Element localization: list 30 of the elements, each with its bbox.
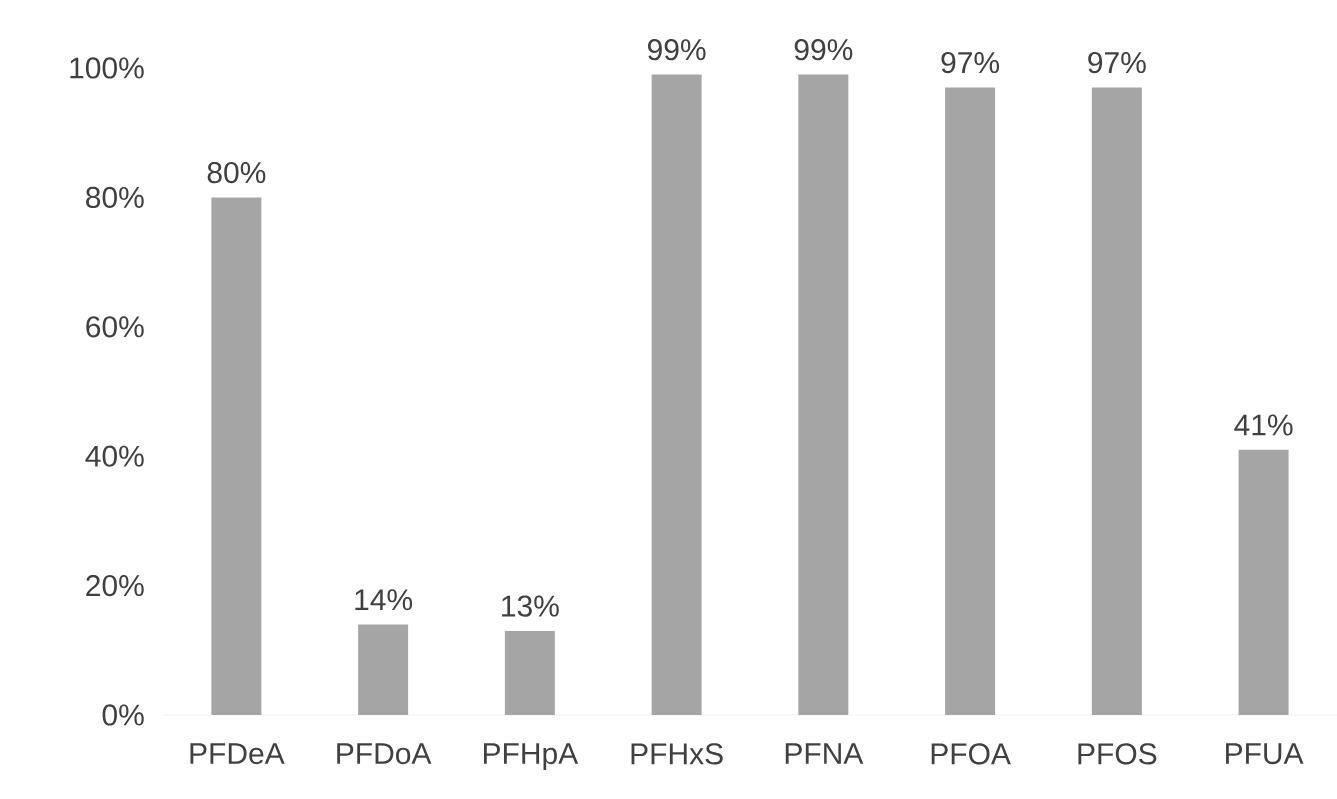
x-tick-label: PFOS (1078, 743, 1157, 765)
bar (504, 630, 555, 715)
x-tick-label: PFHpA (483, 743, 579, 771)
x-tick-label: PFUA (1226, 743, 1304, 765)
data-label: 97% (941, 51, 1000, 74)
data-label: 99% (647, 39, 706, 61)
bar (358, 624, 409, 715)
y-tick-label: 100% (70, 57, 144, 79)
data-label: 97% (1088, 51, 1146, 74)
data-label: 13% (502, 595, 559, 617)
x-tick-label: PFDoA (337, 743, 432, 765)
x-tick-label: PFNA (785, 743, 864, 764)
x-tick-label: PFHxS (631, 743, 723, 765)
data-label: 99% (794, 39, 853, 61)
y-tick-label: 20% (86, 574, 144, 597)
x-tick-label: PFDeA (190, 743, 285, 765)
y-tick-label: 80% (86, 186, 144, 209)
bar (945, 87, 996, 715)
data-label: 14% (355, 589, 413, 611)
x-tick-label: PFOA (931, 743, 1011, 765)
data-label: 41% (1234, 414, 1293, 436)
bar (1091, 87, 1142, 715)
bar (651, 74, 702, 715)
y-tick-label: 40% (85, 445, 144, 467)
bar (798, 74, 849, 715)
bar (211, 197, 262, 715)
y-tick-label: 60% (86, 316, 144, 338)
y-tick-label: 0% (102, 704, 144, 726)
bar (1238, 449, 1289, 715)
data-label: 80% (207, 161, 266, 184)
